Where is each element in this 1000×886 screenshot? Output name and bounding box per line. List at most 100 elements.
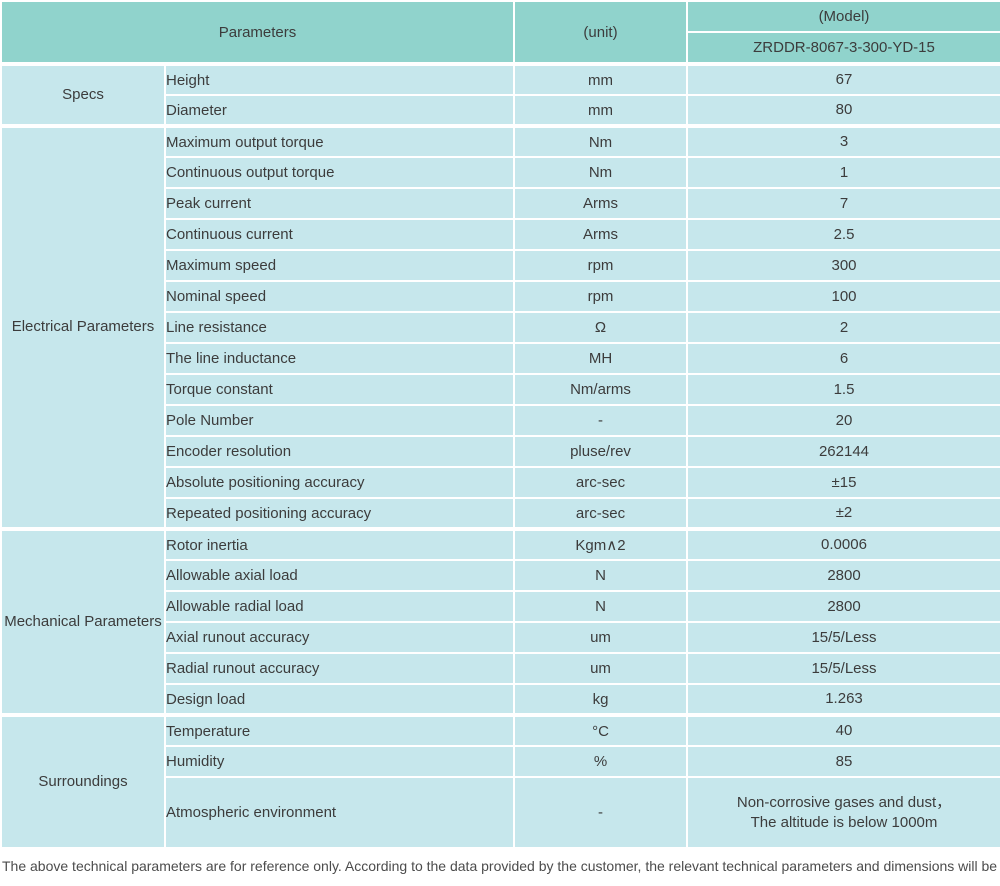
param-value-line: The altitude is below 1000m bbox=[750, 813, 938, 831]
param-name: Pole Number bbox=[164, 404, 515, 437]
param-value: 6 bbox=[686, 342, 1000, 375]
param-name: Allowable axial load bbox=[164, 559, 515, 592]
table-row: Design load kg 1.263 bbox=[1, 683, 1000, 716]
table-row: The line inductance MH 6 bbox=[1, 342, 1000, 375]
param-value: 0.0006 bbox=[686, 527, 1000, 561]
param-value: 100 bbox=[686, 280, 1000, 313]
param-unit: N bbox=[513, 559, 688, 592]
table-row: Encoder resolution pluse/rev 262144 bbox=[1, 435, 1000, 468]
param-unit: N bbox=[513, 590, 688, 623]
section-label-surroundings: Surroundings bbox=[0, 713, 166, 849]
param-value: 80 bbox=[686, 94, 1000, 127]
param-unit: mm bbox=[513, 62, 688, 96]
table-row: Mechanical Parameters Rotor inertia Kgm∧… bbox=[0, 527, 1000, 716]
table-row: Humidity % 85 bbox=[1, 745, 1000, 778]
table-row: Repeated positioning accuracy arc-sec ±2 bbox=[1, 497, 1000, 530]
param-name: The line inductance bbox=[164, 342, 515, 375]
section-label-mechanical: Mechanical Parameters bbox=[0, 527, 166, 716]
param-unit: Ω bbox=[513, 311, 688, 344]
param-unit: pluse/rev bbox=[513, 435, 688, 468]
header-model-number: ZRDDR-8067-3-300-YD-15 bbox=[686, 31, 1000, 66]
table-row: Allowable radial load N 2800 bbox=[1, 590, 1000, 623]
table-row: Atmospheric environment - Non-corrosive … bbox=[1, 776, 1000, 849]
table-row: Absolute positioning accuracy arc-sec ±1… bbox=[1, 466, 1000, 499]
table-row: Continuous output torque Nm 1 bbox=[1, 156, 1000, 189]
param-value: 2.5 bbox=[686, 218, 1000, 251]
param-name: Encoder resolution bbox=[164, 435, 515, 468]
param-name: Continuous current bbox=[164, 218, 515, 251]
table-row: Line resistance Ω 2 bbox=[1, 311, 1000, 344]
param-unit: mm bbox=[513, 94, 688, 127]
param-name: Maximum speed bbox=[164, 249, 515, 282]
param-unit: Nm bbox=[513, 124, 688, 158]
table-row: Diameter mm 80 bbox=[1, 94, 1000, 127]
table-row: Electrical Parameters Maximum output tor… bbox=[0, 124, 1000, 530]
param-unit: % bbox=[513, 745, 688, 778]
param-unit: Nm bbox=[513, 156, 688, 189]
param-name: Maximum output torque bbox=[164, 124, 515, 158]
param-name: Atmospheric environment bbox=[164, 776, 515, 849]
param-unit: arc-sec bbox=[513, 466, 688, 499]
table-row: Pole Number - 20 bbox=[1, 404, 1000, 437]
header-unit: (unit) bbox=[513, 0, 688, 65]
param-value: 2800 bbox=[686, 559, 1000, 592]
param-value: 15/5/Less bbox=[686, 621, 1000, 654]
param-unit: MH bbox=[513, 342, 688, 375]
section-label-electrical: Electrical Parameters bbox=[0, 124, 166, 530]
param-name: Nominal speed bbox=[164, 280, 515, 313]
table-row: Peak current Arms 7 bbox=[1, 187, 1000, 220]
param-value: Non-corrosive gases and dust， The altitu… bbox=[686, 776, 1000, 849]
param-unit: - bbox=[513, 404, 688, 437]
spec-table: Parameters (unit) (Model) ZRDDR-8067-3-3… bbox=[0, 0, 1000, 849]
param-unit: um bbox=[513, 621, 688, 654]
table-row: Maximum speed rpm 300 bbox=[1, 249, 1000, 282]
section-label-specs: Specs bbox=[0, 62, 166, 127]
param-value: ±15 bbox=[686, 466, 1000, 499]
param-unit: kg bbox=[513, 683, 688, 716]
table-row: Axial runout accuracy um 15/5/Less bbox=[1, 621, 1000, 654]
param-name: Line resistance bbox=[164, 311, 515, 344]
param-name: Design load bbox=[164, 683, 515, 716]
param-value: 15/5/Less bbox=[686, 652, 1000, 685]
param-unit: rpm bbox=[513, 280, 688, 313]
param-value: 2800 bbox=[686, 590, 1000, 623]
table-row: Torque constant Nm/arms 1.5 bbox=[1, 373, 1000, 406]
table-row: Radial runout accuracy um 15/5/Less bbox=[1, 652, 1000, 685]
param-name: Radial runout accuracy bbox=[164, 652, 515, 685]
param-unit: Arms bbox=[513, 218, 688, 251]
param-unit: Nm/arms bbox=[513, 373, 688, 406]
param-value-line: Non-corrosive gases and dust， bbox=[736, 794, 952, 811]
param-value: 7 bbox=[686, 187, 1000, 220]
param-name: Axial runout accuracy bbox=[164, 621, 515, 654]
header-parameters: Parameters bbox=[0, 0, 515, 65]
table-row: Specs Height mm 67 bbox=[0, 62, 1000, 127]
param-name: Humidity bbox=[164, 745, 515, 778]
param-value: 300 bbox=[686, 249, 1000, 282]
param-unit: °C bbox=[513, 713, 688, 747]
param-value: 1 bbox=[686, 156, 1000, 189]
param-unit: Arms bbox=[513, 187, 688, 220]
param-value: 1.5 bbox=[686, 373, 1000, 406]
param-name: Temperature bbox=[164, 713, 515, 747]
param-value: 3 bbox=[686, 124, 1000, 158]
param-value: 40 bbox=[686, 713, 1000, 747]
param-name: Diameter bbox=[164, 94, 515, 127]
param-name: Rotor inertia bbox=[164, 527, 515, 561]
param-name: Peak current bbox=[164, 187, 515, 220]
table-row: Continuous current Arms 2.5 bbox=[1, 218, 1000, 251]
param-value: 20 bbox=[686, 404, 1000, 437]
param-name: Height bbox=[164, 62, 515, 96]
param-unit: - bbox=[513, 776, 688, 849]
param-name: Absolute positioning accuracy bbox=[164, 466, 515, 499]
table-row: Allowable axial load N 2800 bbox=[1, 559, 1000, 592]
header-model: (Model) bbox=[686, 0, 1000, 33]
param-value: ±2 bbox=[686, 497, 1000, 530]
param-unit: um bbox=[513, 652, 688, 685]
param-value: 85 bbox=[686, 745, 1000, 778]
param-unit: Kgm∧2 bbox=[513, 527, 688, 561]
table-row: Nominal speed rpm 100 bbox=[1, 280, 1000, 313]
param-unit: arc-sec bbox=[513, 497, 688, 530]
table-row: Surroundings Temperature °C 40 bbox=[0, 713, 1000, 849]
param-unit: rpm bbox=[513, 249, 688, 282]
